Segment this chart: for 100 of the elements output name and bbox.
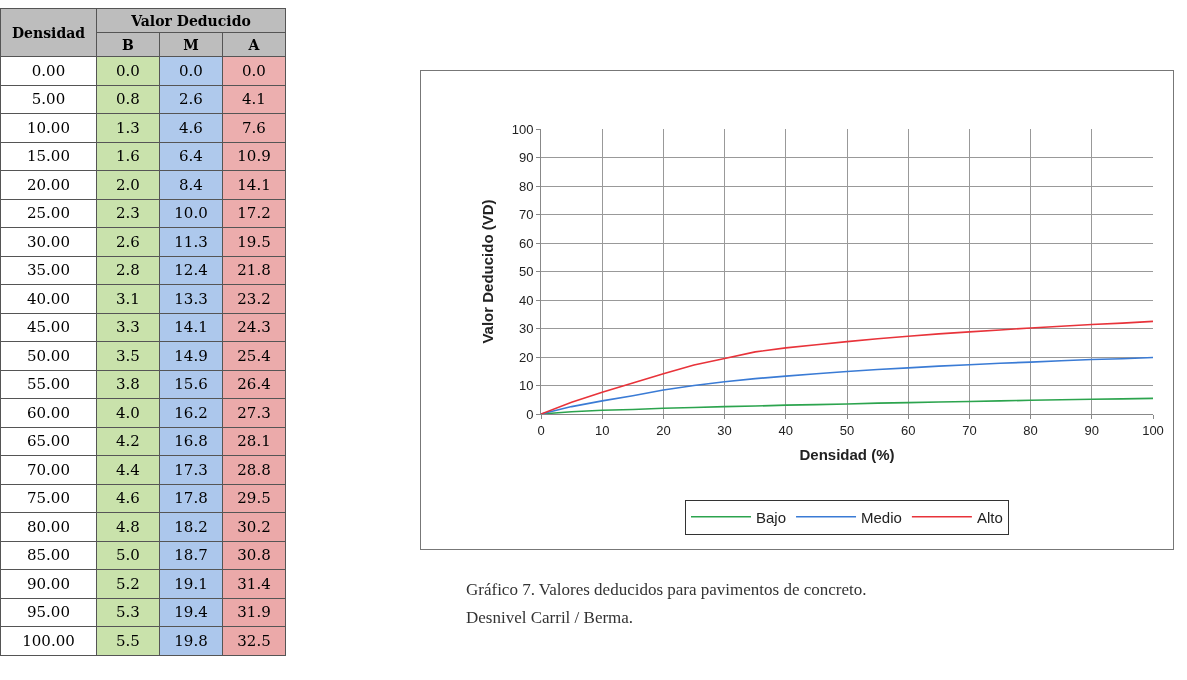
data-label: 23.2 <box>222 284 286 313</box>
data-label: 26.4 <box>222 370 286 399</box>
legend-label: Alto <box>976 508 1003 526</box>
y-tick-label: 30 <box>518 321 534 337</box>
y-tick-label: 35.00 <box>0 256 97 285</box>
y-tick-label: 40 <box>518 292 534 308</box>
data-label: 13.3 <box>159 284 223 313</box>
x-tick-label: 70 <box>962 422 977 438</box>
x-tick-label: 40 <box>778 422 794 438</box>
y-tick-label: 80.00 <box>0 512 97 541</box>
data-label: 27.3 <box>222 398 286 427</box>
y-tick-label: 70.00 <box>0 455 97 484</box>
data-label: 5.2 <box>96 569 160 598</box>
text: Gráfico 7. Valores deducidos para pavimentos de concreto. Desnivel Carril / Berma. <box>466 579 868 629</box>
data-label: 0.8 <box>96 85 160 114</box>
data-label: 0.0 <box>96 56 160 85</box>
y-tick-label: 60.00 <box>0 398 97 427</box>
data-label: 4.6 <box>96 484 160 513</box>
data-label: 30.8 <box>222 541 286 570</box>
x-tick-label: 10 <box>594 422 610 438</box>
data-label: 14.9 <box>159 341 223 370</box>
y-tick-label: 90.00 <box>0 569 97 598</box>
data-label: 4.8 <box>96 512 160 541</box>
data-label: 19.5 <box>222 227 286 256</box>
data-label: 10.0 <box>159 199 223 228</box>
data-label: 2.0 <box>96 170 160 199</box>
data-label: 4.6 <box>159 113 223 142</box>
data-label: 16.2 <box>159 398 223 427</box>
y-tick-label: 50 <box>518 264 534 280</box>
data-label: 3.8 <box>96 370 160 399</box>
data-label: 19.4 <box>159 598 223 627</box>
data-label: 19.8 <box>159 626 223 655</box>
y-tick-label: 80 <box>518 178 534 194</box>
data-label: 31.4 <box>222 569 286 598</box>
data-label: 4.0 <box>96 398 160 427</box>
data-label: 32.5 <box>222 626 286 655</box>
y-tick-label: 20.00 <box>0 170 97 199</box>
x-tick-label: 50 <box>839 422 855 438</box>
data-label: 18.2 <box>159 512 223 541</box>
y-tick-label: 10 <box>518 378 534 394</box>
y-axis-title: Densidad <box>0 8 97 57</box>
y-tick-label: 0.00 <box>0 56 97 85</box>
data-label: 7.6 <box>222 113 286 142</box>
data-label: 3.5 <box>96 341 160 370</box>
x-tick-label: 30 <box>717 422 732 438</box>
x-tick-label: M <box>159 32 223 57</box>
data-label: 30.2 <box>222 512 286 541</box>
legend-label: Bajo <box>756 508 787 526</box>
y-tick-label: 10.00 <box>0 113 97 142</box>
data-label: 2.3 <box>96 199 160 228</box>
data-label: 15.6 <box>159 370 223 399</box>
data-label: 24.3 <box>222 313 286 342</box>
data-label: 21.8 <box>222 256 286 285</box>
y-tick-label: 90 <box>518 150 534 166</box>
x-axis-title: Valor Deducido <box>96 8 286 33</box>
data-label: 4.1 <box>222 85 286 114</box>
y-tick-label: 40.00 <box>0 284 97 313</box>
data-label: 5.5 <box>96 626 160 655</box>
data-label: 17.2 <box>222 199 286 228</box>
data-label: 0.0 <box>159 56 223 85</box>
legend-label: Medio <box>861 508 902 526</box>
x-axis-title: Densidad (%) <box>799 445 895 463</box>
data-label: 28.8 <box>222 455 286 484</box>
x-tick-label: 20 <box>656 422 671 438</box>
data-label: 2.6 <box>159 85 223 114</box>
y-tick-label: 5.00 <box>0 85 97 114</box>
y-tick-label: 15.00 <box>0 142 97 171</box>
data-label: 4.4 <box>96 455 160 484</box>
x-tick-label: B <box>96 32 160 57</box>
y-tick-label: 100 <box>511 121 534 137</box>
data-label: 10.9 <box>222 142 286 171</box>
data-label: 17.3 <box>159 455 223 484</box>
x-tick-label: 60 <box>900 422 916 438</box>
data-label: 0.0 <box>222 56 286 85</box>
data-label: 5.0 <box>96 541 160 570</box>
data-label: 16.8 <box>159 427 223 456</box>
data-label: 12.4 <box>159 256 223 285</box>
data-label: 1.3 <box>96 113 160 142</box>
x-tick-label: 100 <box>1142 422 1164 438</box>
y-tick-label: 50.00 <box>0 341 97 370</box>
data-label: 5.3 <box>96 598 160 627</box>
x-tick-label: A <box>222 32 286 57</box>
data-label: 2.6 <box>96 227 160 256</box>
data-label: 11.3 <box>159 227 223 256</box>
data-label: 19.1 <box>159 569 223 598</box>
data-label: 4.2 <box>96 427 160 456</box>
data-label: 14.1 <box>159 313 223 342</box>
y-tick-label: 25.00 <box>0 199 97 228</box>
y-tick-label: 95.00 <box>0 598 97 627</box>
data-label: 3.3 <box>96 313 160 342</box>
data-label: 28.1 <box>222 427 286 456</box>
data-label: 18.7 <box>159 541 223 570</box>
y-tick-label: 45.00 <box>0 313 97 342</box>
x-tick-label: 80 <box>1023 422 1038 438</box>
data-label: 17.8 <box>159 484 223 513</box>
y-tick-label: 60 <box>518 235 534 251</box>
y-tick-label: 85.00 <box>0 541 97 570</box>
y-tick-label: 70 <box>518 207 534 223</box>
y-tick-label: 100.00 <box>0 626 97 655</box>
y-tick-label: 30.00 <box>0 227 97 256</box>
